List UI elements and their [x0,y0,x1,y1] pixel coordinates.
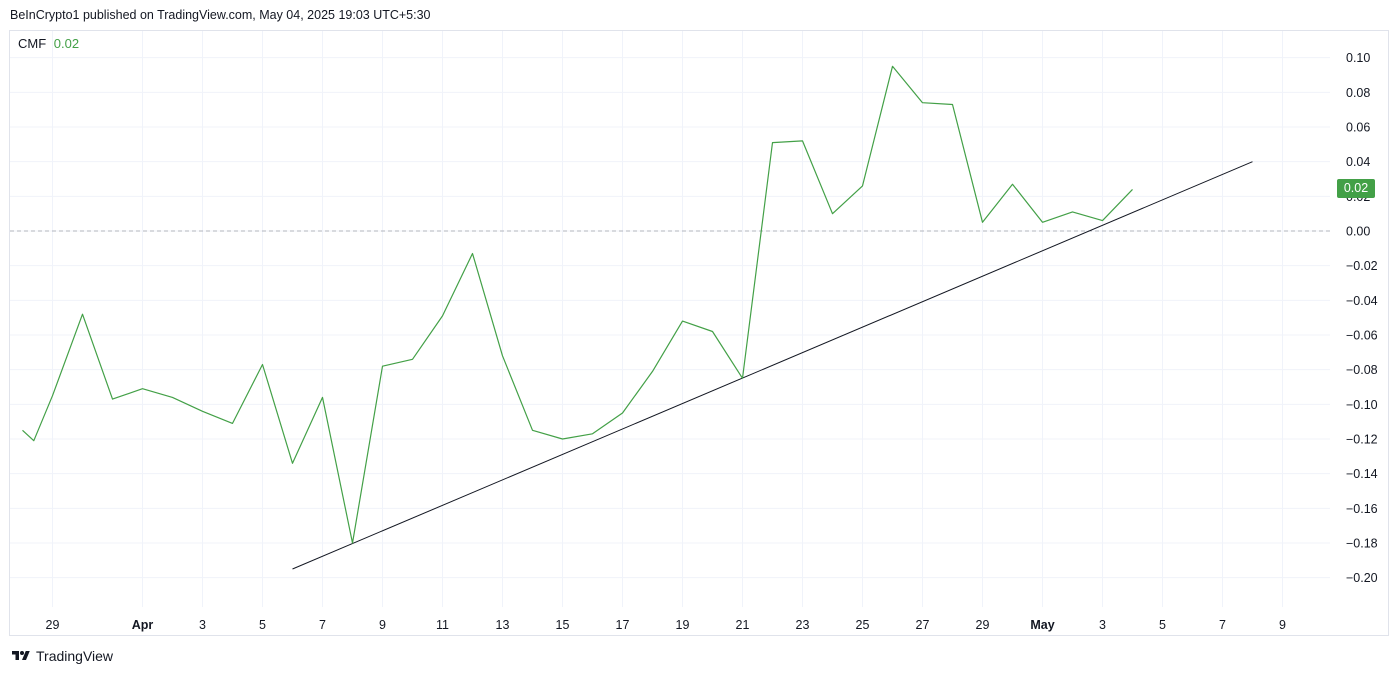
x-axis-tick-label: 9 [379,618,386,632]
x-axis-tick-label: 17 [616,618,630,632]
x-axis-tick-label: 3 [1099,618,1106,632]
indicator-value: 0.02 [53,36,80,51]
y-axis-tick-label: −0.18 [1346,536,1378,550]
indicator-legend[interactable]: CMF 0.02 [18,36,79,51]
x-axis-tick-label: May [1030,618,1054,632]
y-axis-tick-label: −0.06 [1346,328,1378,342]
y-axis-tick-label: −0.12 [1346,432,1378,446]
x-axis-tick-label: 15 [556,618,570,632]
x-axis-tick-label: 13 [496,618,510,632]
x-axis-tick-label: 23 [796,618,810,632]
y-axis-tick-label: 0.10 [1346,51,1370,65]
tradingview-footer[interactable]: TradingView [10,648,113,664]
y-axis-tick-label: −0.14 [1346,467,1378,481]
y-axis-tick-label: 0.00 [1346,225,1370,239]
tradingview-brand: TradingView [36,648,114,664]
y-axis-tick-label: 0.08 [1346,86,1370,100]
y-axis-tick-label: 0.06 [1346,121,1370,135]
series-line-cmf [22,65,1133,544]
x-axis-tick-label: 11 [436,618,449,632]
x-axis-tick-label: 29 [976,618,990,632]
y-axis-tick-label: −0.16 [1346,502,1378,516]
y-axis-tick-label: −0.20 [1346,571,1378,585]
x-axis-tick-label: 7 [319,618,326,632]
x-axis-tick-label: 7 [1219,618,1226,632]
x-axis-tick-label: Apr [132,618,154,632]
y-axis-tick-label: −0.10 [1346,398,1378,412]
y-axis-tick-label: −0.08 [1346,363,1378,377]
last-value-badge: 0.02 [1337,179,1375,198]
publisher-caption: BeInCrypto1 published on TradingView.com… [10,8,431,22]
y-axis-tick-label: 0.04 [1346,155,1370,169]
x-axis-tick-label: 27 [916,618,930,632]
x-axis-tick-label: 21 [736,618,750,632]
y-axis-tick-label: −0.04 [1346,294,1378,308]
x-axis-tick-label: 5 [1159,618,1166,632]
x-axis-tick-label: 25 [856,618,870,632]
support-trendline [292,161,1253,570]
y-axis-tick-label: −0.02 [1346,259,1378,273]
chart-frame[interactable] [9,30,1389,636]
x-axis-tick-label: 29 [46,618,60,632]
tradingview-logo-icon [12,651,30,660]
indicator-name: CMF [18,36,47,51]
x-axis-tick-label: 3 [199,618,206,632]
x-axis-tick-label: 9 [1279,618,1286,632]
x-axis-tick-label: 5 [259,618,266,632]
x-axis-tick-label: 19 [676,618,690,632]
